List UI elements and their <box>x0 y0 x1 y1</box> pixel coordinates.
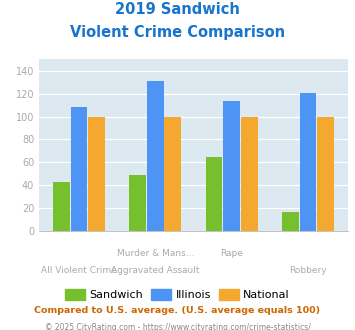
Text: Robbery: Robbery <box>289 266 327 275</box>
Bar <box>241 116 258 231</box>
Bar <box>88 116 105 231</box>
Legend: Sandwich, Illinois, National: Sandwich, Illinois, National <box>61 284 294 304</box>
Bar <box>129 175 146 231</box>
Bar <box>300 93 316 231</box>
Text: All Violent Crime: All Violent Crime <box>41 266 117 275</box>
Bar <box>223 101 240 231</box>
Bar <box>53 182 70 231</box>
Text: Murder & Mans...: Murder & Mans... <box>117 249 194 258</box>
Text: Violent Crime Comparison: Violent Crime Comparison <box>70 25 285 40</box>
Bar <box>164 116 181 231</box>
Bar <box>317 116 334 231</box>
Bar <box>206 157 223 231</box>
Bar <box>71 108 87 231</box>
Bar <box>282 212 299 231</box>
Bar <box>147 81 164 231</box>
Text: © 2025 CityRating.com - https://www.cityrating.com/crime-statistics/: © 2025 CityRating.com - https://www.city… <box>45 323 310 330</box>
Text: Rape: Rape <box>220 249 243 258</box>
Text: 2019 Sandwich: 2019 Sandwich <box>115 2 240 16</box>
Text: Compared to U.S. average. (U.S. average equals 100): Compared to U.S. average. (U.S. average … <box>34 306 321 315</box>
Text: Aggravated Assault: Aggravated Assault <box>111 266 200 275</box>
